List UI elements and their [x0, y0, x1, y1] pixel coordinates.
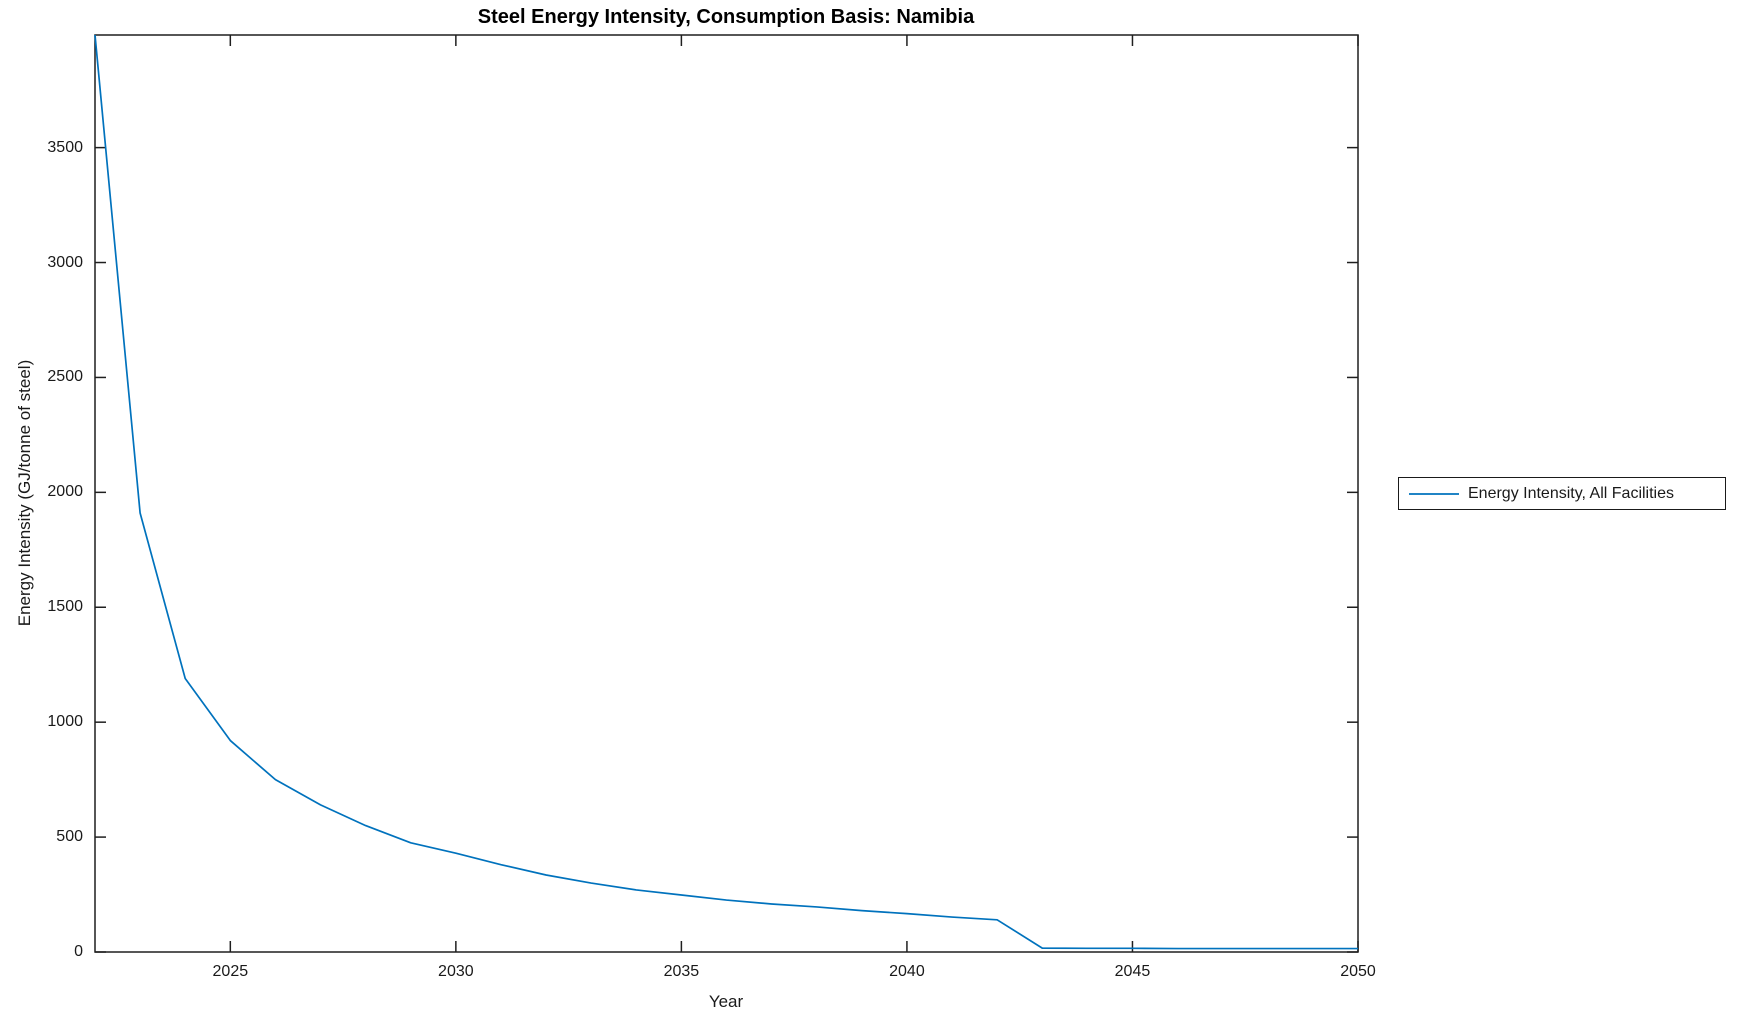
y-tick-label: 1000 — [47, 713, 83, 731]
x-axis-label: Year — [708, 992, 744, 1011]
x-tick-label: 2040 — [889, 963, 925, 980]
legend: Energy Intensity, All Facilities — [1398, 477, 1726, 510]
y-tick-label: 2000 — [47, 483, 83, 501]
x-tick-label: 2030 — [438, 963, 474, 980]
x-tick-label: 2025 — [212, 963, 249, 980]
x-tick-label: 2050 — [1340, 963, 1376, 980]
x-tick-label: 2045 — [1114, 963, 1151, 980]
axes-box — [94, 34, 1359, 953]
chart-title: Steel Energy Intensity, Consumption Basi… — [477, 6, 975, 28]
x-tick-label: 2035 — [663, 963, 700, 980]
y-tick-label: 0 — [74, 943, 83, 960]
legend-entry-label: Energy Intensity, All Facilities — [1468, 484, 1675, 502]
energy-intensity-line — [94, 34, 1358, 950]
legend-line-sample-icon — [1409, 492, 1459, 495]
y-tick-label: 3500 — [47, 138, 83, 156]
y-tick-label: 3000 — [47, 253, 83, 271]
y-tick-label: 1500 — [47, 598, 83, 616]
y-tick-label: 2500 — [47, 368, 83, 386]
y-tick-label: 500 — [56, 828, 83, 846]
